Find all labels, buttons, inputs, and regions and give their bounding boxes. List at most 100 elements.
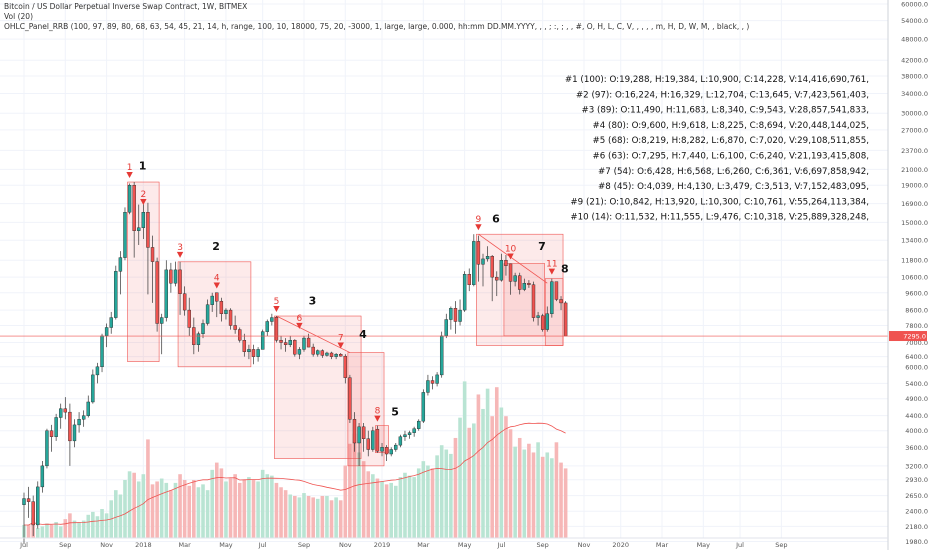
volume-bar	[550, 458, 554, 538]
x-tick-label: Sep	[537, 541, 549, 549]
volume-bar	[536, 442, 540, 538]
volume-bar	[517, 437, 522, 538]
candle-body	[540, 315, 545, 330]
marker-triangle	[337, 342, 344, 349]
volume-bar	[214, 462, 219, 538]
volume-bar	[403, 472, 407, 538]
volume-bar	[247, 477, 251, 538]
volume-bar	[279, 487, 283, 538]
volume-bar	[293, 495, 297, 538]
candle-body	[343, 355, 347, 378]
volume-bar	[283, 490, 288, 538]
volume-bar	[182, 480, 187, 538]
ohlc-panel-line: #10 (14): O:11,532, H:11,555, L:9,476, C…	[570, 213, 869, 223]
marker-label: 10	[505, 245, 517, 255]
candle-body	[366, 438, 370, 450]
marker-triangle	[507, 253, 514, 260]
box-label: 2	[212, 240, 220, 253]
volume-legend[interactable]: Vol (20)	[4, 12, 34, 21]
marker-label: 7	[338, 334, 344, 344]
x-tick-label: May	[458, 541, 472, 549]
candle-body	[371, 430, 375, 450]
candle-body	[95, 366, 100, 376]
volume-bar	[426, 465, 430, 538]
volume-bar	[449, 453, 453, 538]
volume-bar	[554, 442, 559, 538]
volume-bar	[100, 509, 104, 538]
indicator-legend[interactable]: OHLC_Panel_RRB (100, 97, 89, 80, 68, 63,…	[4, 22, 750, 31]
volume-bar	[178, 474, 182, 538]
candle-body	[233, 325, 237, 330]
volume-bar	[371, 474, 375, 538]
candle-body	[279, 340, 283, 343]
volume-bar	[210, 469, 214, 538]
candle-body	[444, 319, 448, 337]
candle-body	[527, 283, 531, 285]
y-tick-label: 2650.0	[905, 492, 928, 500]
candle-body	[242, 340, 247, 352]
volume-bar	[127, 471, 132, 538]
candle-body	[508, 263, 513, 282]
volume-bar	[338, 500, 343, 538]
candle-body	[155, 261, 159, 324]
ohlc-panel-line: #9 (21): O:10,842, H:13,920, L:10,300, C…	[570, 197, 869, 207]
x-tick-label: Nov	[339, 541, 352, 549]
volume-bar	[421, 461, 426, 538]
volume-bar	[366, 471, 371, 538]
y-tick-label: 3200.0	[905, 462, 928, 470]
y-tick-label: 7000.0	[905, 339, 928, 347]
volume-bar	[146, 439, 150, 538]
ohlc-panel-line: #8 (45): O:4,039, H:4,130, L:3,479, C:3,…	[598, 182, 869, 192]
volume-bar	[72, 520, 77, 538]
candle-body	[100, 335, 104, 368]
candle-body	[49, 430, 54, 437]
y-tick-label: 38000.0	[901, 72, 928, 80]
volume-bar	[45, 523, 49, 538]
candle-body	[77, 419, 81, 426]
volume-bar	[141, 474, 146, 538]
candle-body	[499, 260, 504, 281]
y-tick-label: 4900.0	[905, 395, 928, 403]
candle-body	[504, 260, 508, 266]
y-tick-label: 7800.0	[905, 322, 928, 330]
ohlc-panel-line: #6 (63): O:7,295, H:7,440, L:6,100, C:6,…	[592, 152, 869, 162]
candle-body	[288, 340, 292, 345]
x-tick-label: Sep	[298, 541, 310, 549]
candle-body	[141, 212, 146, 228]
candle-body	[210, 295, 214, 305]
ohlc-panel-line: #7 (54): O:6,428, H:6,568, L:6,260, C:6,…	[598, 167, 869, 177]
volume-bar	[467, 427, 472, 538]
volume-bar	[462, 381, 467, 538]
candle-body	[357, 426, 361, 444]
marker-triangle	[273, 306, 280, 313]
y-tick-label: 54000.0	[901, 17, 928, 25]
symbol-title[interactable]: Bitcoin / US Dollar Perpetual Inverse Sw…	[4, 2, 248, 11]
candle-body	[297, 349, 302, 355]
candle-body	[45, 430, 49, 467]
candle-body	[417, 420, 421, 429]
candle-body	[449, 308, 453, 320]
volume-bar	[251, 480, 256, 538]
candle-body	[63, 408, 68, 413]
x-tick-label: Jul	[496, 541, 505, 549]
volume-bar	[233, 474, 237, 538]
volume-bar	[435, 455, 439, 538]
marker-triangle	[140, 199, 147, 206]
volume-bar	[201, 484, 205, 538]
y-tick-label: 42000.0	[901, 57, 928, 65]
candle-body	[118, 257, 123, 272]
volume-bar	[531, 452, 536, 538]
volume-ma-line	[24, 422, 566, 526]
time-axis[interactable]: Jul Sep Nov 2018 Mar May Jul Sep Nov 2019 Mar May Ju…	[0, 537, 888, 549]
candle-body	[389, 449, 393, 455]
candle-body	[127, 184, 132, 213]
price-axis[interactable]: 1980.0 2180.0 2400.0 2650.0 2930.0 3200.0 3600…	[887, 0, 928, 550]
y-tick-label: 4000.0	[905, 427, 928, 435]
box-label: 5	[391, 406, 399, 419]
candles	[0, 182, 888, 544]
marker-label: 2	[140, 190, 146, 200]
volume-bar	[361, 461, 366, 538]
marker-triangle	[296, 322, 303, 329]
x-tick-label: May	[697, 541, 711, 549]
